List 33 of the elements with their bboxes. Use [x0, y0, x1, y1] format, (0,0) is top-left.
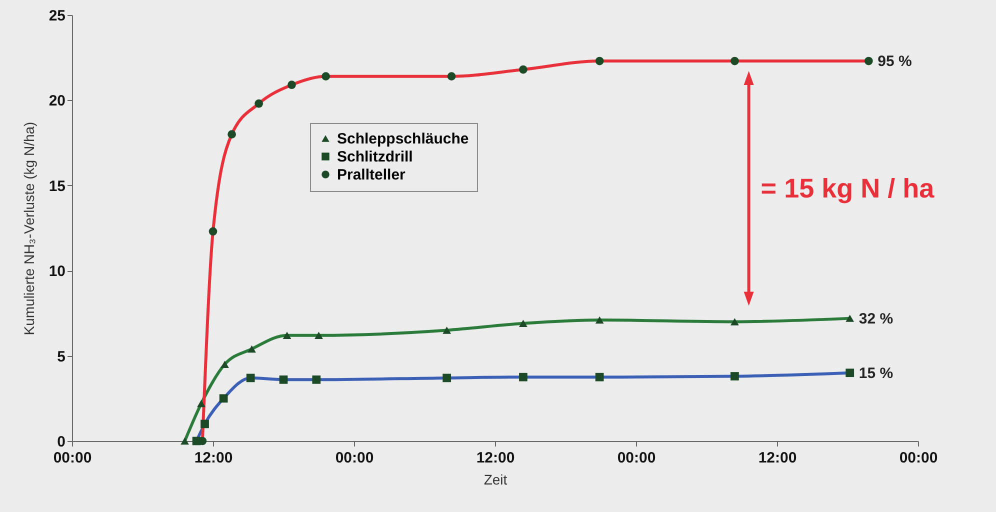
- x-tick-label: 00:00: [899, 450, 938, 466]
- legend-label: Prallteller: [337, 166, 406, 184]
- y-tick-label: 15: [48, 178, 66, 195]
- y-axis-title: Kumulierte NH₃-Verluste (kg N/ha): [20, 122, 37, 336]
- x-tick-label: 12:00: [476, 450, 515, 466]
- x-tick-label: 00:00: [53, 450, 92, 466]
- legend-label: Schleppschläuche: [337, 130, 469, 148]
- annotation: 15 %: [858, 364, 894, 382]
- y-tick-label: 20: [48, 92, 66, 110]
- point: [314, 332, 323, 339]
- point: [248, 345, 256, 353]
- annotation: 95 %: [878, 53, 912, 70]
- annotation: = 15 kg N / ha: [760, 173, 936, 204]
- y-tick-label: 25: [48, 8, 66, 24]
- legend-label: Schlitzdrill: [337, 148, 413, 166]
- point: [180, 437, 189, 445]
- x-tick-label: 12:00: [194, 450, 233, 466]
- annotation: 32 %: [858, 310, 894, 328]
- point: [282, 332, 292, 339]
- point: [846, 314, 854, 322]
- point: [730, 318, 739, 326]
- point: [220, 360, 229, 368]
- y-tick-label: 5: [57, 348, 66, 366]
- y-tick-label: 0: [57, 434, 66, 450]
- x-tick-label: 00:00: [617, 450, 656, 466]
- x-tick-label: 12:00: [758, 450, 797, 466]
- y-tick-label: 10: [48, 263, 66, 280]
- x-tick-label: 00:00: [335, 450, 374, 466]
- point: [442, 326, 452, 334]
- x-axis-title: Zeit: [484, 472, 508, 488]
- point: [197, 400, 206, 408]
- point: [595, 316, 604, 324]
- point: [519, 320, 528, 328]
